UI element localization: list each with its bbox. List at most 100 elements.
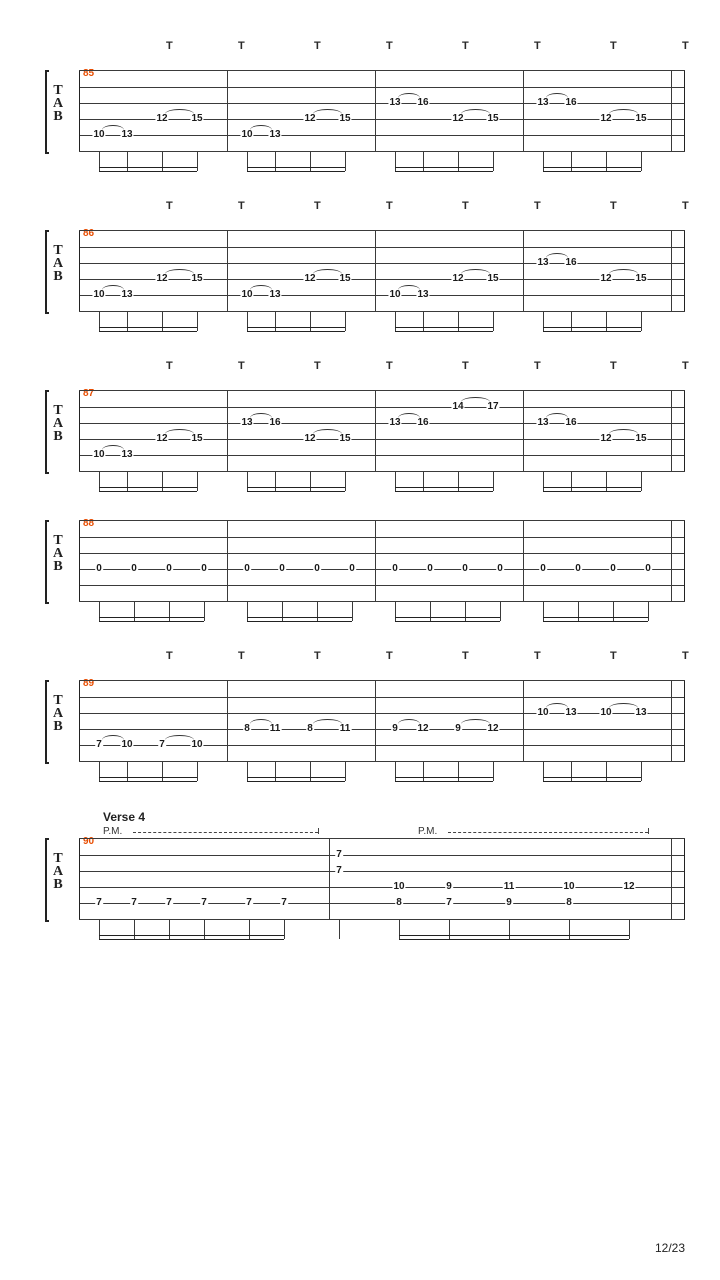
technique-marker: T (610, 40, 617, 52)
note-stem (127, 311, 128, 331)
fret-number: 15 (338, 274, 351, 284)
barline (79, 391, 80, 471)
technique-marker: T (610, 360, 617, 372)
slur-arc (165, 429, 194, 434)
note-stem (509, 919, 510, 939)
fret-number: 15 (634, 114, 647, 124)
note-stem (458, 471, 459, 491)
slur-arc (250, 285, 272, 290)
tab-clef-label: TAB (53, 534, 63, 573)
fret-number: 0 (496, 564, 504, 574)
barline (79, 231, 80, 311)
note-stem (339, 919, 340, 939)
slur-arc (313, 719, 342, 724)
fret-number: 14 (451, 402, 464, 412)
note-stem (134, 919, 135, 939)
fret-number: 7 (95, 740, 103, 750)
beam (395, 331, 493, 332)
fret-number: 7 (200, 898, 208, 908)
note-stem (641, 311, 642, 331)
note-stem (543, 471, 544, 491)
barline (375, 681, 376, 761)
technique-marker: T (682, 200, 689, 212)
tab-system: TTTTTTTT89TAB71071081181191291210131013 (35, 650, 685, 760)
beam (399, 935, 629, 936)
note-stem (275, 311, 276, 331)
tab-staff-wrap: 87TAB10131215131612151316141713161215 (55, 390, 685, 470)
fret-number: 0 (278, 564, 286, 574)
slur-arc (102, 125, 124, 130)
fret-number: 13 (536, 418, 549, 428)
slur-arc (102, 735, 124, 740)
technique-marker: T (314, 360, 321, 372)
fret-number: 10 (240, 290, 253, 300)
fret-number: 16 (416, 418, 429, 428)
barline (671, 231, 672, 311)
string-line (79, 537, 685, 538)
note-stem (249, 919, 250, 939)
note-stem (569, 919, 570, 939)
fret-number: 0 (165, 564, 173, 574)
beam (395, 171, 493, 172)
tab-system: TTTTTTTT86TAB101312151013121510131215131… (35, 200, 685, 310)
slur-arc (250, 413, 272, 418)
tab-clef-label: TAB (53, 852, 63, 891)
fret-number: 13 (388, 98, 401, 108)
beam (247, 617, 352, 618)
technique-marker: T (166, 200, 173, 212)
beam (543, 621, 648, 622)
barline (684, 839, 685, 919)
slur-arc (102, 285, 124, 290)
beam (99, 781, 197, 782)
note-stem (99, 311, 100, 331)
tab-system: 88TAB0000000000000000 (35, 520, 685, 600)
fret-number: 9 (391, 724, 399, 734)
string-line (79, 471, 685, 472)
barline (671, 521, 672, 601)
beam (395, 617, 500, 618)
fret-number: 12 (599, 114, 612, 124)
pm-end-tick (648, 828, 649, 834)
technique-marker: T (238, 650, 245, 662)
note-stem (99, 761, 100, 781)
note-stem (247, 151, 248, 171)
beam (543, 491, 641, 492)
slur-arc (313, 269, 342, 274)
note-stem (275, 151, 276, 171)
technique-marker: T (462, 360, 469, 372)
technique-marker: T (386, 200, 393, 212)
note-stem (345, 311, 346, 331)
note-stem (310, 471, 311, 491)
slur-arc (546, 413, 568, 418)
note-stem (162, 471, 163, 491)
slur-arc (546, 93, 568, 98)
fret-number: 10 (562, 882, 575, 892)
beam (543, 167, 641, 168)
fret-number: 0 (426, 564, 434, 574)
beam (247, 621, 352, 622)
technique-marker: T (534, 360, 541, 372)
barline (684, 71, 685, 151)
fret-number: 15 (338, 114, 351, 124)
string-line (79, 745, 685, 746)
string-line (79, 423, 685, 424)
fret-number: 13 (634, 708, 647, 718)
note-stem (543, 601, 544, 621)
fret-number: 11 (503, 882, 516, 892)
slur-arc (398, 285, 420, 290)
technique-row: TTTTTTTT (83, 40, 685, 60)
slur-arc (461, 397, 490, 402)
pm-label: P.M. (418, 826, 437, 837)
barline (375, 391, 376, 471)
technique-marker: T (314, 650, 321, 662)
tab-system: Verse 4P.M.P.M.90TAB77777777108971191081… (35, 810, 685, 918)
note-stem (493, 151, 494, 171)
fret-number: 0 (609, 564, 617, 574)
slur-arc (546, 703, 568, 708)
fret-number: 0 (243, 564, 251, 574)
string-line (79, 887, 685, 888)
technique-marker: T (682, 40, 689, 52)
tab-staff-wrap: 89TAB71071081181191291210131013 (55, 680, 685, 760)
note-stem (449, 919, 450, 939)
note-stem (169, 919, 170, 939)
